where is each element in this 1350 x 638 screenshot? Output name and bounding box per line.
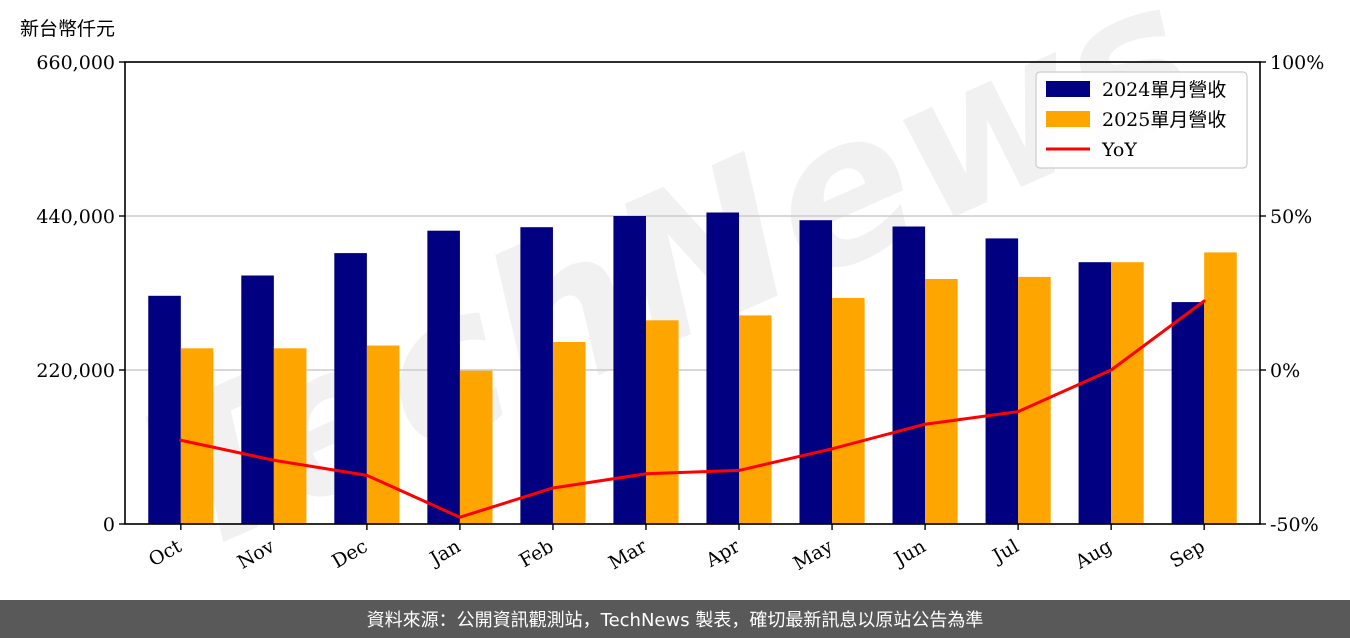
bar-2025-feb: [552, 342, 586, 524]
yoy-point-jun: [923, 422, 927, 426]
x-tick-label: Oct: [145, 535, 186, 571]
left-tick-label: 660,000: [36, 52, 115, 74]
x-tick-label: Jul: [987, 535, 1022, 568]
yoy-point-jan: [458, 515, 462, 519]
bar-2024-aug: [1078, 262, 1112, 524]
bar-2025-jan: [459, 370, 493, 524]
footer-text: 資料來源：公開資訊觀測站，TechNews 製表，確切最新訊息以原站公告為準: [366, 610, 984, 631]
x-tick-label: Feb: [516, 535, 558, 572]
bar-2024-mar: [613, 216, 646, 524]
legend-2024-label: 2024單月營收: [1102, 79, 1226, 101]
left-tick-label: 440,000: [36, 206, 115, 228]
yoy-point-dec: [365, 473, 369, 477]
yoy-point-nov: [272, 458, 276, 462]
chart-canvas: TechNews 0220,000440,000660,000-50%0%50%…: [36, 0, 1324, 600]
bar-2024-jun: [892, 226, 926, 524]
bar-2025-oct: [180, 348, 214, 524]
x-tick-label: Mar: [605, 535, 651, 574]
bar-2024-oct: [148, 295, 181, 524]
bar-2024-jan: [427, 230, 460, 524]
x-tick-label: May: [790, 535, 837, 575]
bar-2025-sep: [1204, 252, 1237, 524]
bar-2024-dec: [334, 253, 367, 524]
bar-2024-jul: [985, 238, 1019, 524]
legend-2025-swatch: [1046, 111, 1090, 127]
legend: 2024單月營收 2025單月營收 YoY: [1035, 71, 1248, 169]
x-tick-label: Aug: [1071, 535, 1116, 574]
x-tick-label: Jan: [425, 535, 465, 571]
yoy-point-oct: [179, 438, 183, 442]
unit-label: 新台幣仟元: [20, 18, 116, 40]
yoy-point-aug: [1109, 368, 1113, 372]
yoy-point-feb: [551, 486, 555, 490]
legend-2025-label: 2025單月營收: [1102, 109, 1226, 131]
yoy-point-apr: [737, 468, 741, 472]
yoy-line-layer: [179, 299, 1206, 519]
yoy-point-sep: [1202, 299, 1206, 303]
bar-2024-sep: [1171, 302, 1205, 524]
right-tick-label: 50%: [1270, 206, 1312, 228]
legend-yoy-label: YoY: [1101, 139, 1137, 161]
bar-2025-aug: [1111, 262, 1144, 524]
yoy-point-jul: [1016, 410, 1020, 414]
x-tick-label: Apr: [701, 535, 744, 572]
yoy-point-mar: [644, 472, 648, 476]
x-tick-label: Sep: [1166, 535, 1209, 572]
left-tick-label: 0: [103, 514, 115, 536]
bar-2025-jun: [925, 279, 958, 524]
yoy-point-may: [830, 447, 834, 451]
right-tick-label: 0%: [1270, 360, 1300, 382]
left-tick-label: 220,000: [36, 360, 115, 382]
source-footer: 資料來源：公開資訊觀測站，TechNews 製表，確切最新訊息以原站公告為準: [0, 600, 1350, 638]
legend-2024-swatch: [1046, 81, 1090, 97]
bar-2025-mar: [645, 320, 679, 524]
bar-2024-may: [799, 220, 833, 524]
bar-2025-dec: [366, 345, 400, 524]
bar-2025-may: [832, 297, 865, 524]
right-tick-label: -50%: [1270, 514, 1319, 536]
x-tick-label: Jun: [889, 535, 930, 571]
yoy-line: [180, 299, 1206, 519]
bar-2025-nov: [273, 348, 307, 524]
bar-2025-apr: [739, 315, 772, 524]
bar-2024-feb: [520, 227, 553, 524]
bar-2024-apr: [706, 212, 740, 524]
bar-2024-nov: [241, 275, 274, 524]
plot-frame: [124, 61, 1261, 525]
bars: [148, 212, 1237, 524]
right-tick-label: 100%: [1270, 52, 1324, 74]
